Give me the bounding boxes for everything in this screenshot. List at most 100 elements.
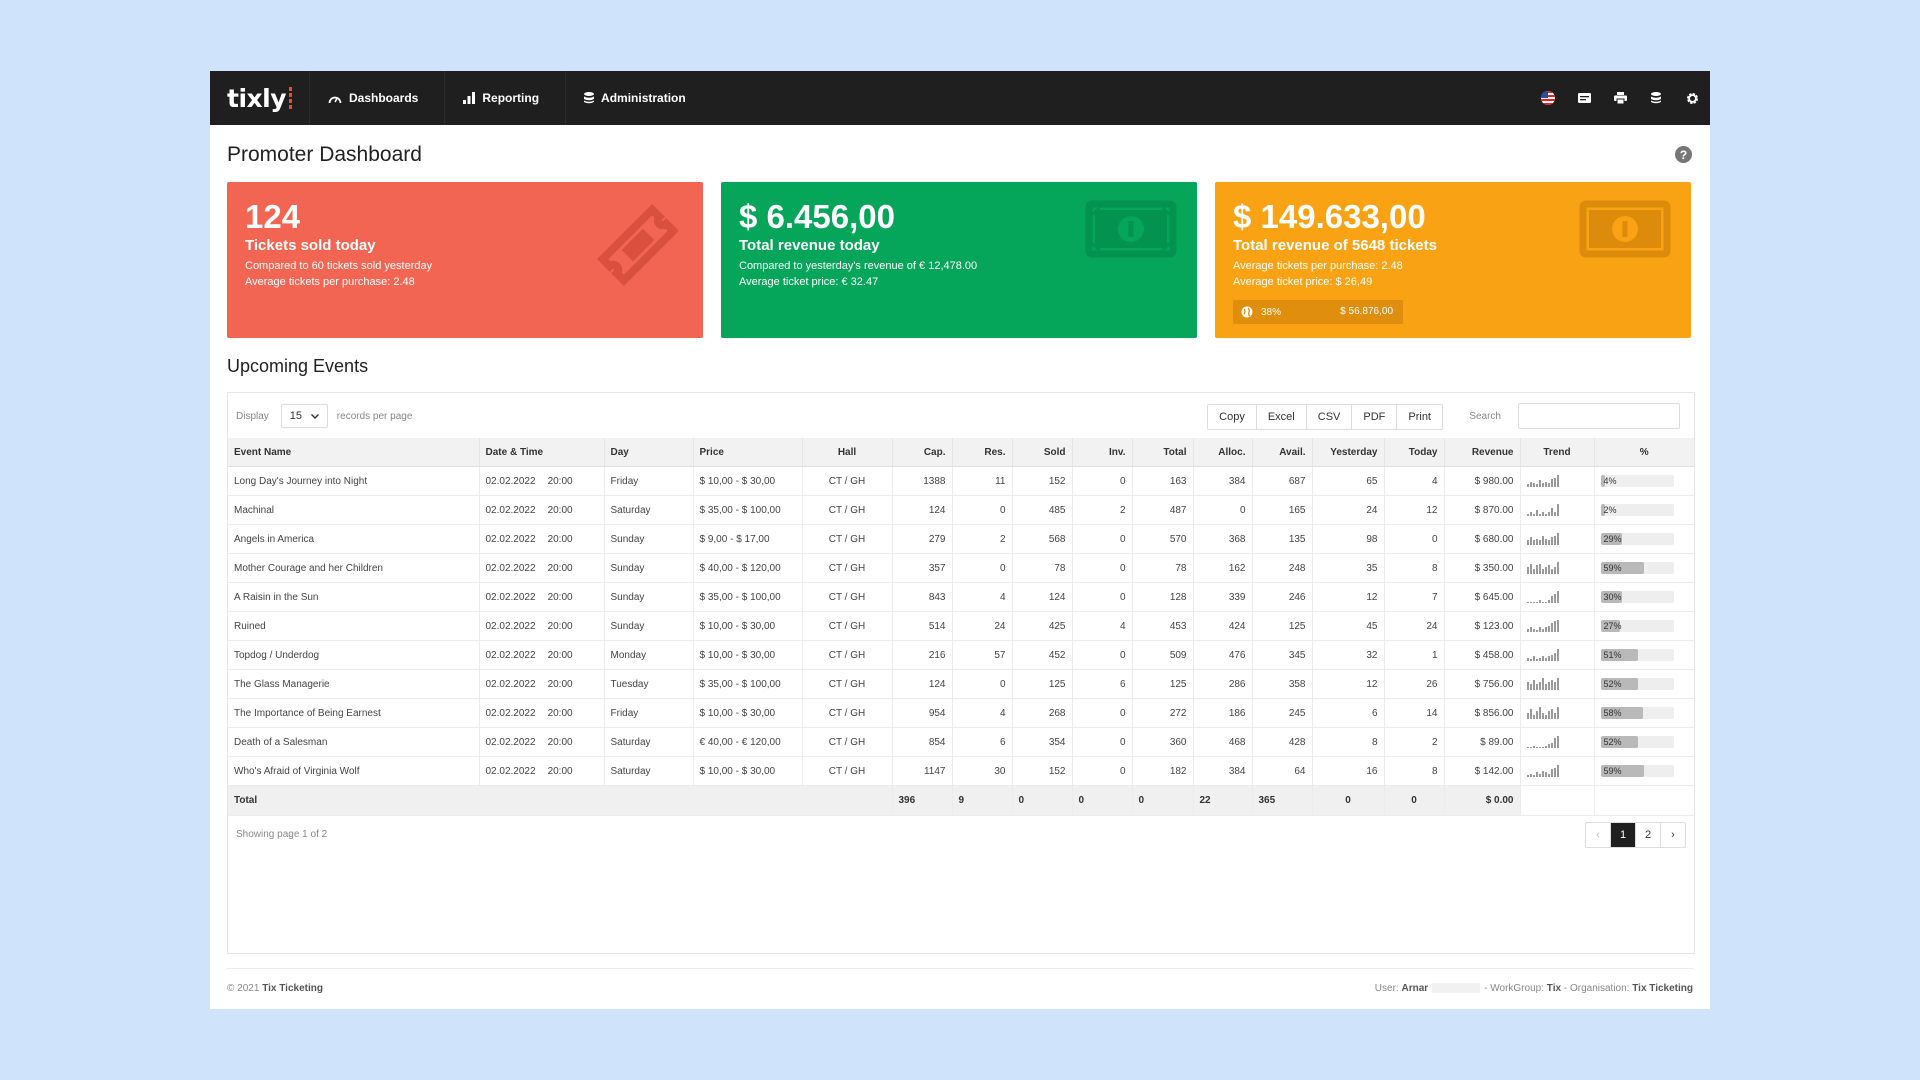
trend-bar xyxy=(1550,537,1553,545)
col-revenue[interactable]: Revenue xyxy=(1443,438,1520,467)
col-capacity[interactable]: Cap. xyxy=(891,438,952,467)
trend-bar xyxy=(1547,774,1550,777)
percent-bar-fill xyxy=(1600,736,1639,748)
footer-copyright: © 2021 Tix Ticketing xyxy=(227,983,323,994)
cell-allocated: 468 xyxy=(1192,727,1252,757)
print-button[interactable] xyxy=(1602,71,1638,125)
trend-bar xyxy=(1532,746,1535,748)
trend-bar xyxy=(1550,709,1553,719)
records-per-page-control: Display 15 records per page xyxy=(236,404,412,428)
table-row[interactable]: Death of a Salesman 02.02.2022 20:00 Saturd… xyxy=(228,727,1694,757)
col-price[interactable]: Price xyxy=(692,438,802,467)
col-total[interactable]: Total xyxy=(1131,438,1193,467)
cell-capacity: 124 xyxy=(891,669,952,699)
trend-bar xyxy=(1547,540,1550,545)
col-available[interactable]: Avail. xyxy=(1251,438,1312,467)
database-button[interactable] xyxy=(1638,71,1674,125)
cell-today: 8 xyxy=(1383,756,1444,786)
cell-capacity: 357 xyxy=(891,553,952,583)
nav-reporting[interactable]: Reporting xyxy=(444,71,565,125)
total-revenue-value: $ 149.633,00 xyxy=(1233,198,1426,235)
cell-revenue: $ 458.00 xyxy=(1443,640,1520,670)
help-icon[interactable]: ? xyxy=(1675,146,1692,163)
settings-button[interactable] xyxy=(1674,71,1710,125)
col-event-name[interactable]: Event Name xyxy=(228,438,479,467)
col-allocated[interactable]: Alloc. xyxy=(1192,438,1252,467)
copy-button[interactable]: Copy xyxy=(1219,411,1245,423)
cell-capacity: 1388 xyxy=(891,466,952,496)
table-row[interactable]: The Glass Managerie 02.02.2022 20:00 Tuesda… xyxy=(228,669,1694,699)
cell-date: 02.02.2022 xyxy=(485,765,536,777)
cell-price: $ 9,00 - $ 17,00 xyxy=(692,524,802,554)
col-yesterday[interactable]: Yesterday xyxy=(1311,438,1384,467)
cell-trend xyxy=(1519,698,1594,728)
next-page-button[interactable]: › xyxy=(1660,823,1685,847)
pdf-button[interactable]: PDF xyxy=(1351,405,1396,429)
search-input[interactable] xyxy=(1518,403,1680,429)
records-per-page-select[interactable]: 15 xyxy=(280,404,328,428)
percent-bar-label: 51% xyxy=(1603,650,1622,660)
trend-bar xyxy=(1541,678,1544,690)
cell-trend xyxy=(1519,727,1594,757)
table-row[interactable]: Angels in America 02.02.2022 20:00 Sunday $ … xyxy=(228,524,1694,554)
total-revenue-card: $ 149.633,00 Total revenue of 5648 ticke… xyxy=(1215,182,1691,338)
cell-time: 20:00 xyxy=(547,620,573,632)
col-date-time[interactable]: Date & Time xyxy=(478,438,604,467)
cell-percent: 52% xyxy=(1593,727,1694,757)
table-row[interactable]: Topdog / Underdog 02.02.2022 20:00 Monday $ … xyxy=(228,640,1694,670)
page-1-button[interactable]: 1 xyxy=(1610,823,1635,847)
tixly-logo[interactable]: tixly xyxy=(210,84,309,113)
total-res: 9 xyxy=(951,785,1012,816)
print-table-button[interactable]: Print xyxy=(1396,405,1442,429)
nav-dashboards-label: Dashboards xyxy=(349,91,419,105)
page-2-button[interactable]: 2 xyxy=(1635,823,1660,847)
trend-sparkline xyxy=(1526,533,1588,545)
percent-bar-fill xyxy=(1600,475,1605,487)
cell-event-name: Mother Courage and her Children xyxy=(228,553,479,583)
cell-reserved: 6 xyxy=(951,727,1012,757)
trend-bar xyxy=(1526,775,1529,777)
table-row[interactable]: The Importance of Being Earnest 02.02.202… xyxy=(228,698,1694,728)
cell-revenue: $ 645.00 xyxy=(1443,582,1520,612)
trend-bar xyxy=(1556,765,1559,777)
table-row[interactable]: Machinal 02.02.2022 20:00 Saturday $ 35,00 -… xyxy=(228,495,1694,525)
col-invitations[interactable]: Inv. xyxy=(1071,438,1132,467)
cell-invitations: 0 xyxy=(1071,698,1132,728)
total-revenue: $ 0.00 xyxy=(1443,785,1520,816)
tickets-button[interactable] xyxy=(1566,71,1602,125)
percent-bar-fill xyxy=(1600,765,1644,777)
trend-bar xyxy=(1538,600,1541,603)
nav-administration[interactable]: Administration xyxy=(565,71,712,125)
table-row[interactable]: Mother Courage and her Children 02.02.202… xyxy=(228,553,1694,583)
cell-yesterday: 6 xyxy=(1311,698,1384,728)
cell-date: 02.02.2022 xyxy=(485,736,536,748)
table-row[interactable]: Who's Afraid of Virginia Wolf 02.02.2022 2… xyxy=(228,756,1694,786)
percent-bar: 29% xyxy=(1600,533,1674,545)
trend-bar xyxy=(1529,482,1532,487)
excel-button[interactable]: Excel xyxy=(1255,405,1306,429)
col-day[interactable]: Day xyxy=(603,438,693,467)
nav-dashboards[interactable]: Dashboards xyxy=(309,71,444,125)
cell-date: 02.02.2022 xyxy=(485,475,536,487)
table-row[interactable]: Ruined 02.02.2022 20:00 Sunday $ 10,00 - $ 3… xyxy=(228,611,1694,641)
cell-time: 20:00 xyxy=(547,765,573,777)
cell-today: 24 xyxy=(1383,611,1444,641)
col-trend[interactable]: Trend xyxy=(1519,438,1594,467)
col-sold[interactable]: Sold xyxy=(1011,438,1072,467)
revenue-average-text: Average ticket price: € 32.47 xyxy=(739,276,879,288)
cell-date: 02.02.2022 xyxy=(485,678,536,690)
col-hall[interactable]: Hall xyxy=(801,438,892,467)
cell-hall: CT / GH xyxy=(801,611,892,641)
col-reserved[interactable]: Res. xyxy=(951,438,1012,467)
cell-invitations: 6 xyxy=(1071,669,1132,699)
col-percent[interactable]: % xyxy=(1593,438,1694,467)
prev-page-button[interactable]: ‹ xyxy=(1596,829,1600,841)
table-row[interactable]: A Raisin in the Sun 02.02.2022 20:00 Sunday… xyxy=(228,582,1694,612)
csv-button[interactable]: CSV xyxy=(1305,405,1352,429)
language-button[interactable] xyxy=(1530,71,1566,125)
table-row[interactable]: Long Day's Journey into Night 02.02.2022 2… xyxy=(228,466,1694,496)
cell-time: 20:00 xyxy=(547,649,573,661)
col-today[interactable]: Today xyxy=(1383,438,1444,467)
cell-hall: CT / GH xyxy=(801,495,892,525)
cell-sold: 425 xyxy=(1011,611,1072,641)
